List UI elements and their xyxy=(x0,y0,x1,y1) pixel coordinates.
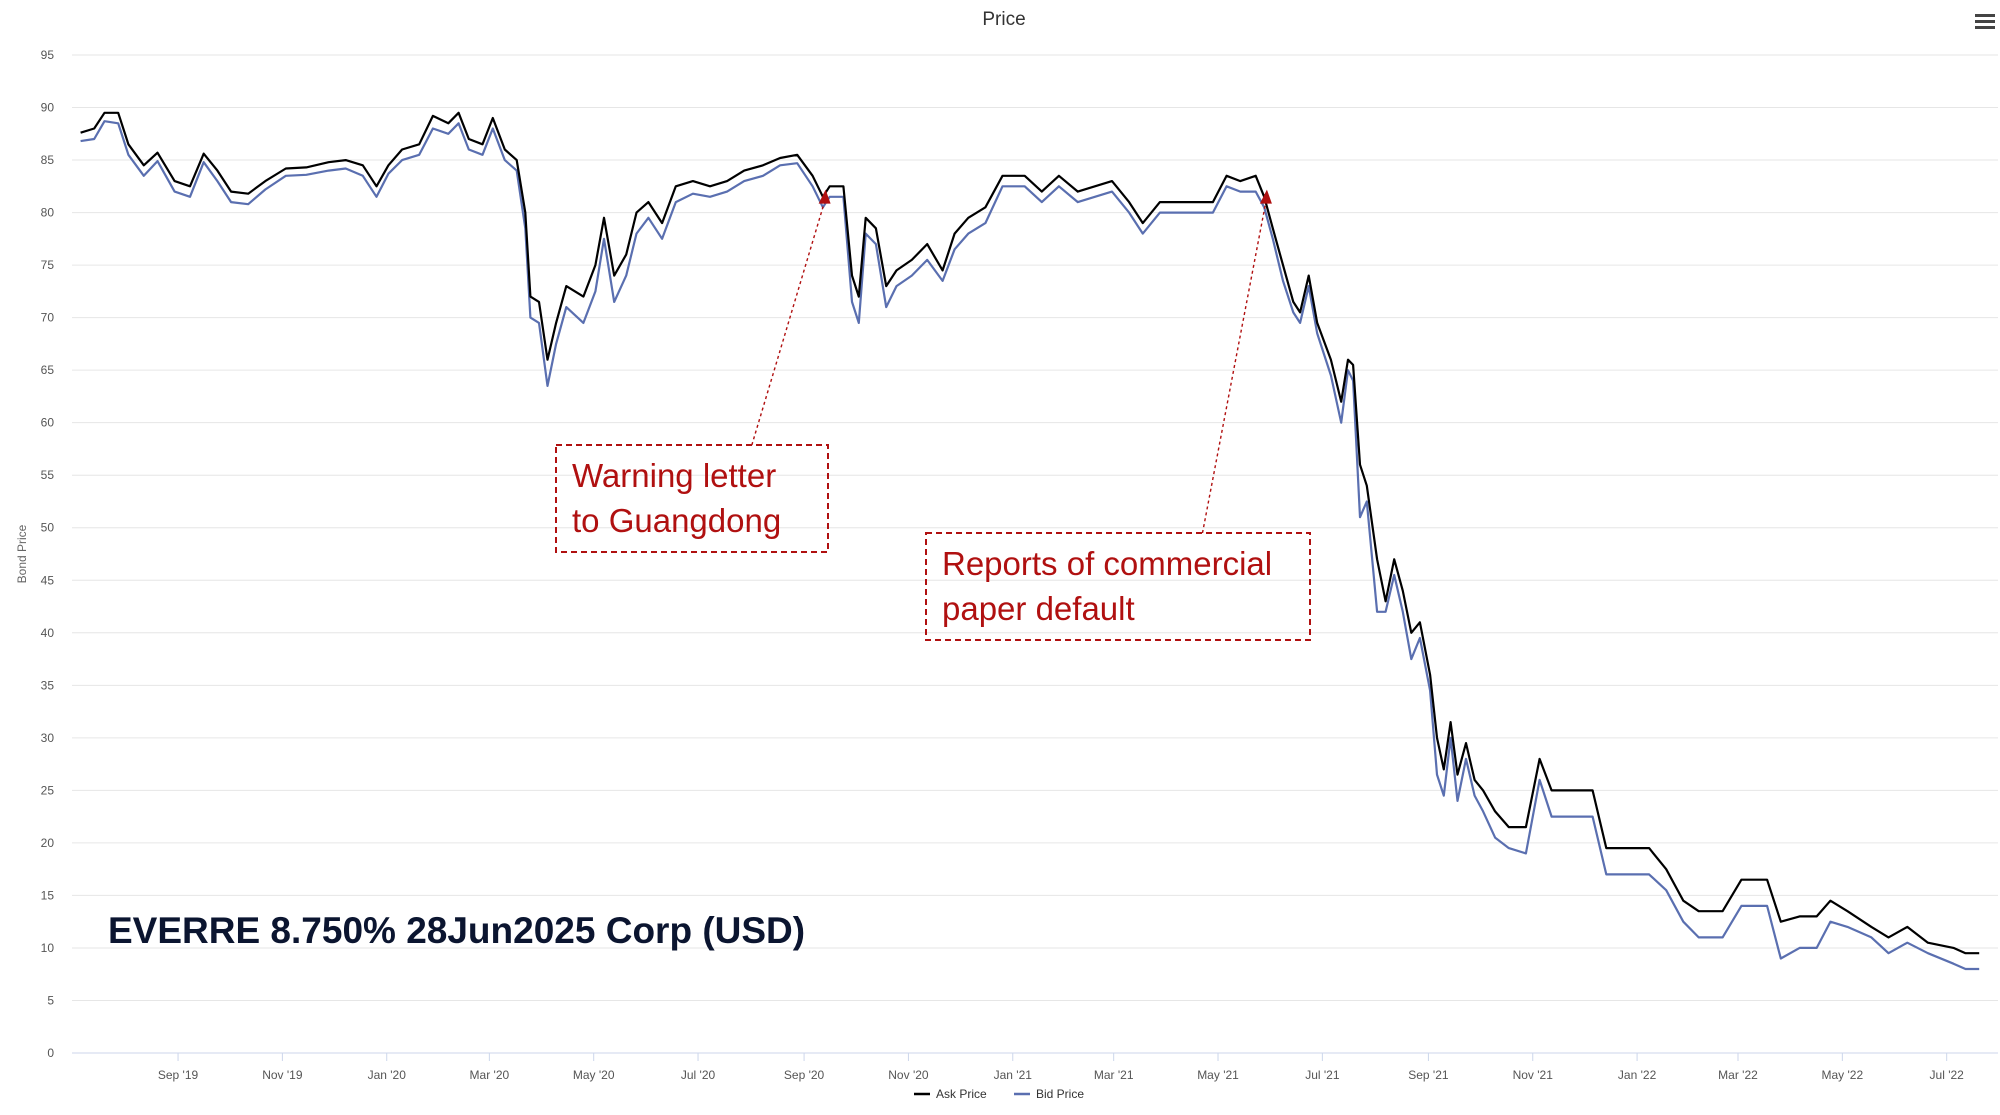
chart-annotations: Warning letter to Guangdong Reports of com… xyxy=(555,189,1311,641)
x-tick-label: Sep '19 xyxy=(158,1068,199,1082)
annotation-2: Reports of commercial paper default xyxy=(925,189,1311,641)
legend-label: Bid Price xyxy=(1036,1087,1084,1101)
y-tick-label: 0 xyxy=(47,1046,54,1060)
annotation-1: Warning letter to Guangdong xyxy=(555,189,831,553)
annotation-box xyxy=(555,444,829,553)
y-axis-label: Bond Price xyxy=(15,524,29,583)
legend-item-ask-price[interactable]: Ask Price xyxy=(914,1087,987,1101)
hamburger-menu-icon[interactable] xyxy=(1975,14,1995,32)
chart-series[interactable] xyxy=(80,111,1980,971)
y-tick-label: 55 xyxy=(41,468,55,482)
y-tick-label: 45 xyxy=(41,573,55,587)
y-tick-label: 95 xyxy=(41,48,55,62)
series-line-ask-price[interactable] xyxy=(80,111,1980,955)
y-axis-ticks: 0 5 10 15 20 25 30 35 40 45 50 55 60 65 70 75 80 85 90 95 xyxy=(41,48,55,1060)
x-tick-label: Nov '19 xyxy=(262,1068,303,1082)
x-tick-label: Mar '22 xyxy=(1718,1068,1758,1082)
x-tick-label: Mar '21 xyxy=(1094,1068,1134,1082)
x-tick-label: Jul '21 xyxy=(1305,1068,1340,1082)
legend-item-bid-price[interactable]: Bid Price xyxy=(1014,1087,1084,1101)
chart-gridlines xyxy=(72,54,1998,1054)
x-tick-label: Sep '20 xyxy=(784,1068,825,1082)
annotation-arrowhead xyxy=(818,189,831,204)
y-tick-label: 80 xyxy=(41,206,55,220)
bond-name-label: EVERRE 8.750% 28Jun2025 Corp (USD) xyxy=(108,910,805,951)
menu-bar xyxy=(1975,26,1995,29)
y-tick-label: 75 xyxy=(41,258,55,272)
x-tick-label: Nov '20 xyxy=(888,1068,929,1082)
annotation-text: paper default xyxy=(942,590,1135,627)
annotation-text: to Guangdong xyxy=(572,502,781,539)
annotation-text: Reports of commercial xyxy=(942,545,1272,582)
y-tick-label: 65 xyxy=(41,363,55,377)
y-tick-label: 35 xyxy=(41,678,55,692)
y-tick-label: 90 xyxy=(41,101,55,115)
x-tick-label: Jan '20 xyxy=(368,1068,407,1082)
y-tick-label: 10 xyxy=(41,941,55,955)
series-line-bid-price[interactable] xyxy=(80,120,1980,971)
y-tick-label: 15 xyxy=(41,888,55,902)
annotation-text: Warning letter xyxy=(572,457,776,494)
x-tick-label: Jan '21 xyxy=(994,1068,1033,1082)
menu-bar xyxy=(1975,14,1995,17)
x-tick-label: Jul '20 xyxy=(681,1068,716,1082)
y-tick-label: 25 xyxy=(41,783,55,797)
y-tick-label: 40 xyxy=(41,626,55,640)
annotation-arrowhead xyxy=(1259,189,1272,204)
y-tick-label: 85 xyxy=(41,153,55,167)
x-tick-label: May '20 xyxy=(573,1068,615,1082)
x-tick-label: Sep '21 xyxy=(1408,1068,1449,1082)
y-tick-label: 60 xyxy=(41,416,55,430)
y-tick-label: 5 xyxy=(47,993,54,1007)
x-tick-label: Nov '21 xyxy=(1513,1068,1554,1082)
annotation-box xyxy=(925,532,1311,641)
annotation-leader-line xyxy=(1201,201,1267,534)
x-tick-label: Mar '20 xyxy=(470,1068,510,1082)
x-tick-label: May '22 xyxy=(1822,1068,1864,1082)
annotation-leader-line xyxy=(751,201,826,446)
x-axis-ticks: Sep '19 Nov '19 Jan '20 Mar '20 May '20 Jul '… xyxy=(158,1053,1964,1082)
x-tick-label: Jan '22 xyxy=(1618,1068,1657,1082)
y-tick-label: 20 xyxy=(41,836,55,850)
y-tick-label: 50 xyxy=(41,521,55,535)
y-tick-label: 30 xyxy=(41,731,55,745)
menu-bar xyxy=(1975,20,1995,23)
chart-title: Price xyxy=(982,9,1025,30)
chart-legend[interactable]: Ask Price Bid Price xyxy=(914,1087,1084,1101)
x-tick-label: Jul '22 xyxy=(1930,1068,1965,1082)
y-tick-label: 70 xyxy=(41,311,55,325)
legend-label: Ask Price xyxy=(936,1087,987,1101)
x-tick-label: May '21 xyxy=(1197,1068,1239,1082)
